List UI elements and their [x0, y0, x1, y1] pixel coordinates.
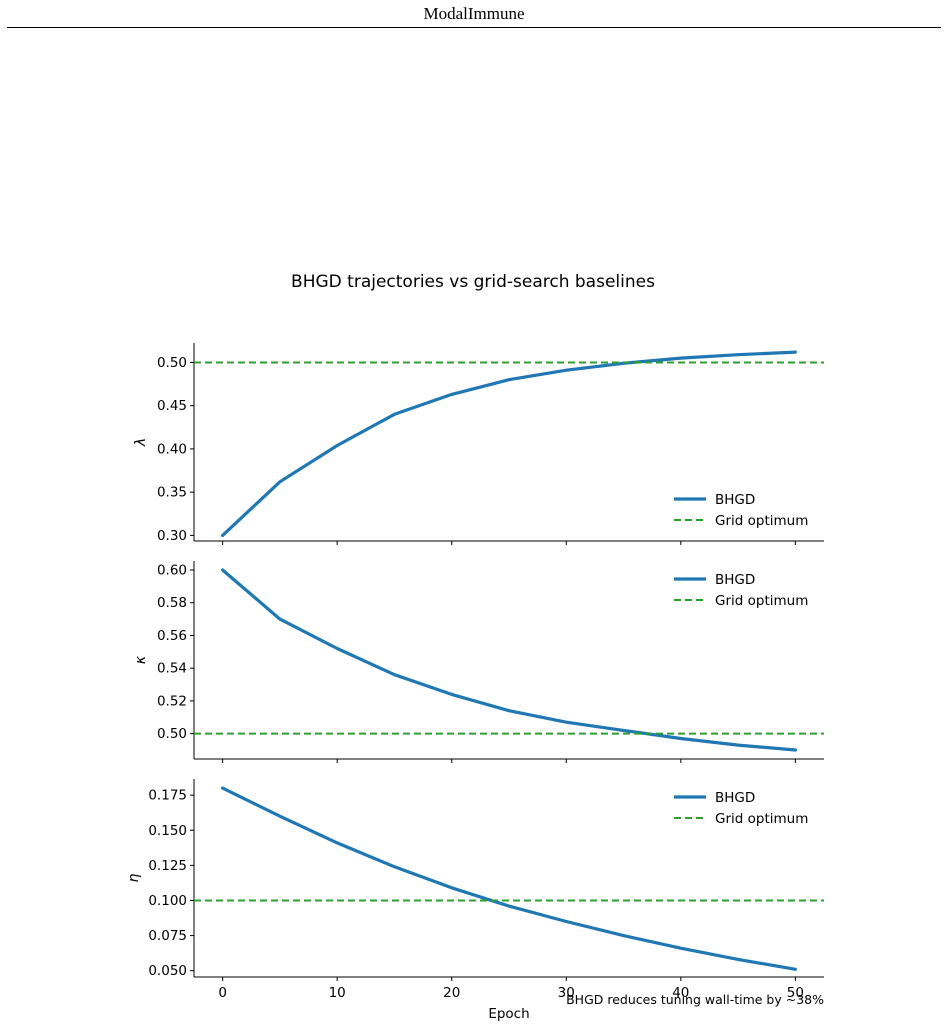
y-tick-label: 0.30	[157, 528, 187, 544]
y-tick-label: 0.40	[157, 441, 187, 457]
bhgd-series-line	[221, 568, 798, 752]
y-axis-label: κ	[133, 655, 149, 664]
x-tick-label: 40	[672, 985, 689, 1001]
y-tick-label: 0.100	[148, 893, 187, 909]
y-tick-label: 0.54	[157, 661, 187, 677]
panel-1: 0.30 0.35 0.40 0.45 0.50 λ BHGD Grid optimum	[133, 343, 824, 545]
y-tick-label: 0.45	[157, 398, 187, 414]
x-tick-label: 50	[787, 985, 804, 1001]
y-tick-label: 0.175	[148, 788, 187, 804]
legend-label: Grid optimum	[715, 513, 808, 529]
legend: BHGD Grid optimum	[674, 572, 808, 609]
legend-label: BHGD	[715, 492, 755, 508]
legend: BHGD Grid optimum	[674, 492, 808, 529]
legend-label: BHGD	[715, 790, 755, 806]
y-tick-label: 0.150	[148, 823, 187, 839]
x-axis-label: Epoch	[488, 1006, 529, 1022]
y-axis-label: η	[126, 873, 142, 882]
x-tick-label: 0	[218, 985, 227, 1001]
y-tick-label: 0.50	[157, 726, 187, 742]
legend-label: Grid optimum	[715, 593, 808, 609]
x-tick-label: 20	[443, 985, 460, 1001]
y-tick-label: 0.58	[157, 595, 187, 611]
running-title: ModalImmune	[423, 4, 525, 23]
y-tick-label: 0.56	[157, 628, 187, 644]
y-tick-label: 0.125	[148, 858, 187, 874]
y-tick-label: 0.52	[157, 693, 187, 709]
header-rule	[7, 27, 941, 28]
x-tick-label: 30	[558, 985, 575, 1001]
y-tick-label: 0.050	[148, 963, 187, 979]
legend: BHGD Grid optimum	[674, 790, 808, 827]
legend-label: Grid optimum	[715, 811, 808, 827]
y-tick-label: 0.50	[157, 355, 187, 371]
chart-title: BHGD trajectories vs grid-search baselin…	[291, 272, 655, 292]
y-tick-label: 0.35	[157, 485, 187, 501]
page-header: ModalImmune	[0, 0, 948, 28]
legend-label: BHGD	[715, 572, 755, 588]
y-axis-label: λ	[133, 438, 149, 447]
x-tick-label: 10	[329, 985, 346, 1001]
bhgd-series-line	[221, 350, 798, 538]
chart-annotation: BHGD reduces tuning wall-time by ~38%	[566, 992, 824, 1007]
y-tick-label: 0.075	[148, 928, 187, 944]
panel-3: 0.050 0.075 0.100 0.125 0.150 0.175 0 10 20 30 40 5…	[126, 779, 824, 1001]
y-tick-label: 0.60	[157, 563, 187, 579]
panel-2: 0.50 0.52 0.54 0.56 0.58 0.60 κ BHGD Grid optimu…	[133, 561, 824, 763]
bhgd-series-line	[221, 786, 798, 971]
